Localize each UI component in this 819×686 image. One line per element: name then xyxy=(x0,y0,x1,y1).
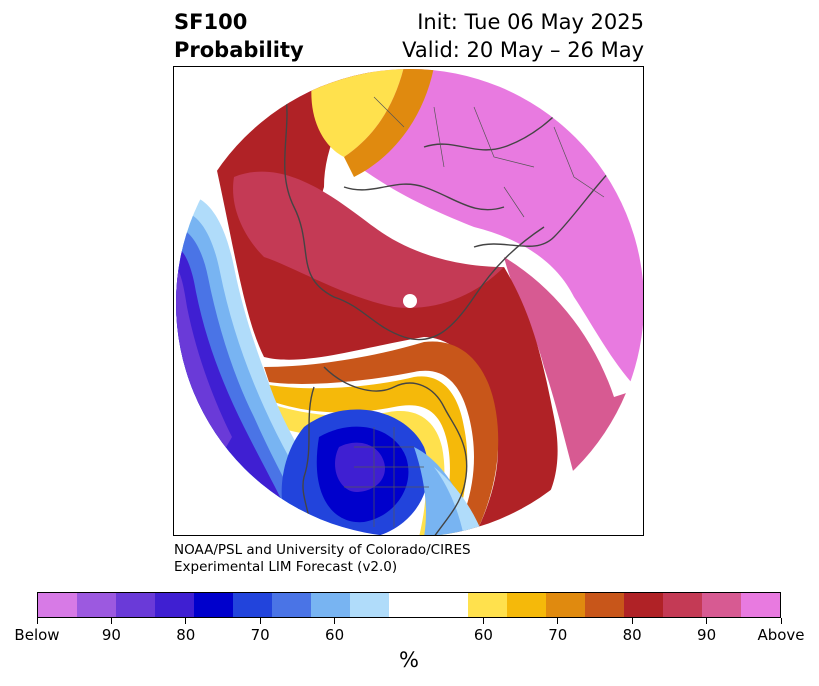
colorbar-tick xyxy=(780,618,782,624)
colorbar-segment xyxy=(389,593,429,617)
colorbar-unit: % xyxy=(399,648,419,672)
colorbar-segment xyxy=(350,593,390,617)
colorbar-segment xyxy=(467,593,507,617)
colorbar-tick xyxy=(259,618,261,624)
colorbar-tick xyxy=(557,618,559,624)
colorbar-tick-label: 60 xyxy=(473,626,493,644)
colorbar-segment xyxy=(155,593,195,617)
colorbar-segment xyxy=(77,593,117,617)
colorbar-tick-label: 80 xyxy=(622,626,642,644)
colorbar-tick xyxy=(36,618,38,624)
colorbar-segment xyxy=(194,593,234,617)
colorbar-segment xyxy=(272,593,312,617)
colorbar-tick xyxy=(110,618,112,624)
map-title: SF100 Probability xyxy=(174,10,304,62)
colorbar-segment xyxy=(311,593,351,617)
colorbar-tick xyxy=(482,618,484,624)
colorbar-segment xyxy=(584,593,624,617)
colorbar-segment xyxy=(662,593,702,617)
colorbar-segment xyxy=(740,593,780,617)
colorbar-segment xyxy=(506,593,546,617)
colorbar-tick-label: 90 xyxy=(101,626,121,644)
colorbar-tick-label: 60 xyxy=(325,626,345,644)
forecast-dates: Init: Tue 06 May 2025 Valid: 20 May – 26… xyxy=(402,10,644,62)
colorbar-tick xyxy=(185,618,187,624)
colorbar-segment xyxy=(38,593,78,617)
colorbar-segment xyxy=(428,593,468,617)
colorbar xyxy=(37,592,781,618)
colorbar-tick xyxy=(706,618,708,624)
colorbar-tick-label: Above xyxy=(757,626,805,644)
colorbar-tick-label: 70 xyxy=(250,626,270,644)
colorbar-segment xyxy=(233,593,273,617)
colorbar-tick xyxy=(631,618,633,624)
polar-map xyxy=(173,66,644,536)
colorbar-tick-label: 70 xyxy=(548,626,568,644)
colorbar-tick-label: 90 xyxy=(697,626,717,644)
colorbar-tick-label: 80 xyxy=(176,626,196,644)
colorbar-tick xyxy=(334,618,336,624)
colorbar-segment xyxy=(701,593,741,617)
colorbar-segment xyxy=(116,593,156,617)
colorbar-tick-label: Below xyxy=(14,626,60,644)
probability-field xyxy=(176,69,643,535)
colorbar-segment xyxy=(545,593,585,617)
colorbar-segment xyxy=(623,593,663,617)
data-source-credit: NOAA/PSL and University of Colorado/CIRE… xyxy=(174,542,471,575)
